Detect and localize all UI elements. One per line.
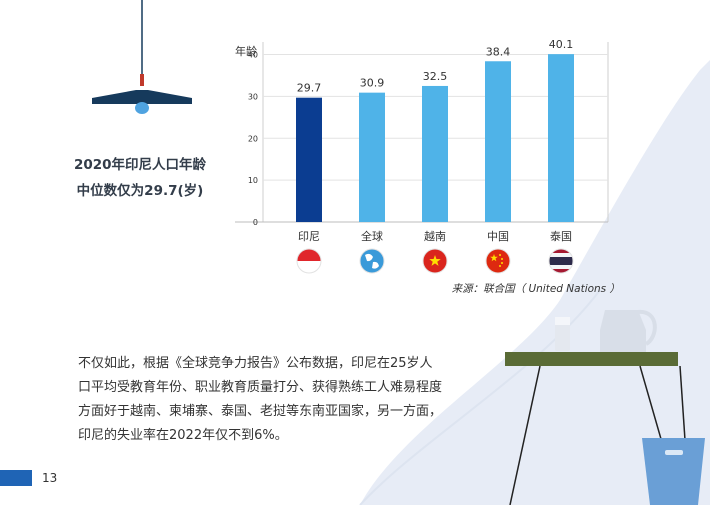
bar-2 xyxy=(359,92,385,223)
headline: 2020年印尼人口年龄 中位数仅为29.7(岁) xyxy=(40,152,240,204)
indonesia-flag xyxy=(296,248,322,274)
shelf-illustration xyxy=(505,310,705,505)
category-label: 泰国 xyxy=(550,229,572,243)
vietnam-flag xyxy=(422,248,448,274)
body-line: 不仅如此，根据《全球竞争力报告》公布数据，印尼在25岁人 xyxy=(78,356,433,371)
data-label: 30.9 xyxy=(360,77,385,90)
y-tick-label: 10 xyxy=(248,176,258,185)
page-marker-bar xyxy=(0,470,32,486)
data-label: 32.5 xyxy=(423,70,448,83)
bar-4 xyxy=(485,61,511,222)
category-label: 全球 xyxy=(361,229,383,243)
source-note: 来源：联合国（ United Nations ） xyxy=(451,283,620,295)
y-tick-label: 30 xyxy=(248,92,258,101)
body-paragraph: 不仅如此，根据《全球竞争力报告》公布数据，印尼在25岁人 口平均受教育年份、职业… xyxy=(78,352,508,448)
data-label: 40.1 xyxy=(549,38,574,51)
thailand-flag xyxy=(548,248,574,274)
bar-1 xyxy=(296,97,322,222)
hanging-lamp-illustration xyxy=(92,0,192,114)
category-label: 越南 xyxy=(424,229,446,243)
y-tick-label: 0 xyxy=(253,218,258,227)
bar-3 xyxy=(422,85,448,222)
category-label: 印尼 xyxy=(298,230,320,243)
y-tick-label: 40 xyxy=(248,51,258,60)
y-tick-label: 20 xyxy=(248,134,258,143)
globe-icon xyxy=(359,248,385,274)
headline-line-1: 2020年印尼人口年龄 xyxy=(73,157,207,173)
data-label: 38.4 xyxy=(486,45,511,58)
data-label: 29.7 xyxy=(297,82,322,95)
bar-5 xyxy=(548,54,574,223)
body-line: 口平均受教育年份、职业教育质量打分、获得熟练工人难易程度 xyxy=(78,380,443,395)
y-axis-title: 年龄 xyxy=(235,44,257,58)
body-line: 方面好于越南、柬埔寨、泰国、老挝等东南亚国家，另一方面， xyxy=(78,404,443,419)
body-line: 印尼的失业率在2022年仅不到6%。 xyxy=(78,428,288,443)
china-flag xyxy=(485,248,511,274)
headline-line-2: 中位数仅为29.7(岁) xyxy=(76,183,204,199)
category-label: 中国 xyxy=(487,230,509,243)
page-number: 13 xyxy=(42,471,58,485)
